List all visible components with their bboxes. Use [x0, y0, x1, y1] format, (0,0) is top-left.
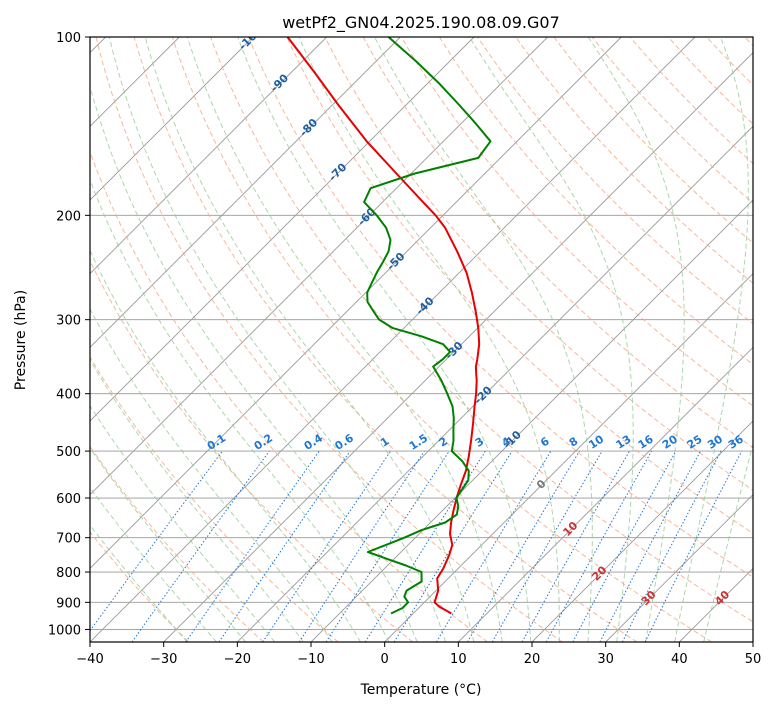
isotherm-line	[90, 37, 475, 422]
isotherm-line	[605, 494, 753, 642]
x-tick-label: 0	[381, 652, 389, 667]
dry-adiabat	[171, 37, 712, 642]
dry-adiabat	[90, 150, 488, 642]
profiles	[286, 37, 492, 615]
x-axis-label: Temperature (°C)	[360, 682, 482, 698]
isotherm-line	[458, 346, 753, 642]
chart-title: wetPf2_GN04.2025.190.08.09.G07	[282, 13, 560, 33]
x-tick-label: 30	[597, 652, 614, 667]
moist-adiabat	[469, 37, 634, 642]
mixing-ratio-line	[262, 450, 392, 642]
plot-frame	[89, 36, 754, 643]
background-lines	[90, 37, 753, 642]
temperature-profile	[286, 37, 481, 615]
dry-adiabat	[286, 37, 753, 534]
y-tick-label: 600	[56, 492, 81, 507]
x-tick-label: 20	[524, 652, 541, 667]
y-tick-label: 300	[56, 314, 81, 329]
isotherm-line	[237, 125, 753, 642]
x-tick-label: 10	[450, 652, 467, 667]
dry-adiabat	[90, 356, 339, 642]
mixing-ratio-line	[298, 450, 425, 642]
isotherm-line	[90, 37, 254, 201]
moist-adiabat	[703, 441, 753, 642]
dry-adiabat	[90, 531, 190, 642]
mixing-ratio-line	[393, 450, 513, 642]
moist-adiabat	[90, 308, 333, 642]
moist-adiabat	[237, 37, 532, 642]
moist-adiabat	[374, 37, 593, 642]
dry-adiabat	[438, 37, 753, 366]
mixing-ratio-line	[218, 450, 351, 642]
y-tick-label: 400	[56, 388, 81, 403]
isotherm-line	[90, 37, 327, 275]
moist-adiabat	[186, 37, 503, 642]
x-tick-label: −20	[224, 652, 251, 667]
moist-adiabat	[674, 37, 749, 642]
moist-adiabat	[90, 178, 390, 642]
y-axis-label: Pressure (hPa)	[13, 290, 29, 390]
mixing-ratio-line	[364, 450, 486, 642]
mixing-ratio-line	[644, 450, 743, 642]
x-tick-label: −30	[150, 652, 177, 667]
isotherm-line	[163, 52, 753, 642]
x-tick-label: 40	[671, 652, 688, 667]
mixing-ratio-line	[185, 450, 320, 642]
y-tick-label: 500	[56, 445, 81, 460]
mixing-ratio-line	[90, 450, 223, 632]
dry-adiabat	[90, 259, 414, 642]
isotherm-line	[531, 420, 753, 642]
dry-adiabat	[95, 37, 563, 642]
isotherm-line	[384, 273, 753, 642]
mixing-ratio-line	[599, 450, 701, 642]
moist-adiabat	[90, 404, 275, 642]
y-tick-label: 700	[56, 532, 81, 547]
mixing-ratio-line	[435, 450, 552, 642]
dry-adiabat	[477, 37, 753, 325]
x-tick-label: −10	[297, 652, 324, 667]
y-tick-label: 100	[56, 31, 81, 46]
mixing-ratio-line	[131, 450, 270, 642]
mixing-ratio-line	[545, 450, 653, 642]
dry-adiabat	[400, 37, 753, 407]
dry-adiabat	[324, 37, 753, 491]
y-tick-label: 200	[56, 209, 81, 224]
isotherm-line	[752, 641, 753, 642]
moist-adiabat	[90, 447, 247, 642]
isotherm-line	[90, 37, 401, 348]
dry-adiabat	[362, 37, 753, 449]
dry-adiabat	[210, 37, 753, 623]
x-tick-label: −40	[76, 652, 103, 667]
moist-adiabat	[144, 37, 475, 642]
moist-adiabat	[108, 37, 446, 642]
x-tick-label: 50	[745, 652, 762, 667]
dry-adiabat	[248, 37, 753, 578]
mixing-ratio-line	[325, 450, 450, 642]
mixing-ratio-line	[521, 450, 630, 642]
isotherm-line	[90, 37, 548, 496]
mixing-ratio-line	[572, 450, 677, 642]
dry-adiabat	[591, 37, 753, 204]
dry-adiabat	[515, 37, 753, 284]
y-tick-label: 900	[56, 596, 81, 611]
moist-adiabat	[90, 358, 304, 642]
y-tick-label: 1000	[48, 623, 81, 638]
y-tick-label: 800	[56, 566, 81, 581]
moist-adiabat	[90, 249, 362, 642]
moist-adiabat	[298, 37, 560, 642]
plot-area	[90, 37, 753, 642]
axis-ticks: −40 −30 −20 −10 0 10 20 30 40 50 100 200 300 400 500 60…	[48, 31, 761, 667]
moist-adiabat	[587, 37, 685, 642]
mixing-ratio-line	[621, 450, 722, 642]
isotherm-line	[90, 37, 622, 569]
dewpoint-profile	[363, 37, 492, 615]
